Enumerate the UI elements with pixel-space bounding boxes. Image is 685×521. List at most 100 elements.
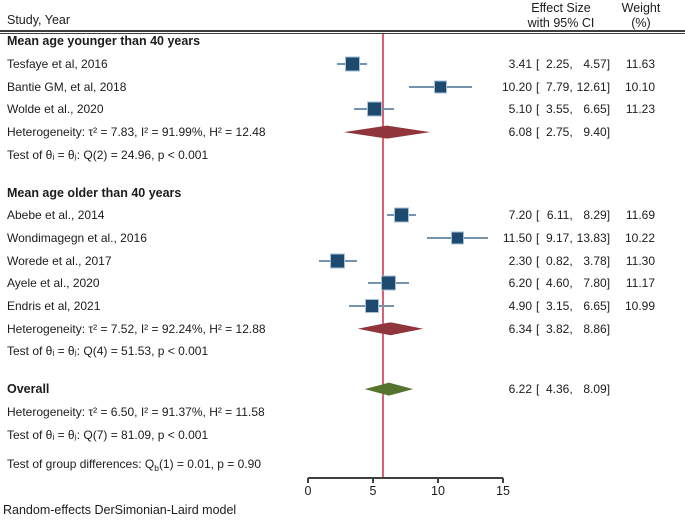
effect-marker <box>330 253 346 269</box>
study-row: Worede et al., 2017 2.30 [0.82, 3.78] 11.30 <box>0 249 685 272</box>
weight-value: 11.69 <box>625 208 655 223</box>
text-row: Heterogeneity: τ² = 6.50, I² = 91.37%, H… <box>0 401 685 424</box>
effect-estimate: 6.34 <box>508 321 532 336</box>
ci-upper: 9.40 <box>583 125 607 140</box>
bracket-close: ] <box>606 299 611 314</box>
effect-estimate: 2.30 <box>508 253 532 268</box>
ci-lower: 2.25 <box>545 57 570 72</box>
weight-value: 11.63 <box>625 57 655 72</box>
effect-marker <box>344 56 360 72</box>
comma: , <box>569 382 573 397</box>
ci-upper: 8.09 <box>583 382 607 397</box>
effect-marker <box>366 101 382 117</box>
row-label: Mean age older than 40 years <box>7 185 182 200</box>
x-tick-label: 15 <box>496 484 510 498</box>
effect-size-text: 2.30 [0.82, 3.78] <box>492 249 610 272</box>
weight-header-line2: (%) <box>631 15 651 30</box>
effect-size-text: 4.90 [3.15, 6.65] <box>492 295 610 318</box>
comma: , <box>569 102 573 117</box>
ci-lower: 4.60 <box>545 276 570 291</box>
ci-lower: 6.11 <box>546 208 570 223</box>
group-row: Mean age younger than 40 years <box>0 30 685 53</box>
maroon-summary-diamond <box>343 125 431 139</box>
model-note: Random-effects DerSimonian-Laird model <box>3 503 237 517</box>
row-label: Heterogeneity: τ² = 6.50, I² = 91.37%, H… <box>7 404 265 419</box>
text-row: Test of θᵢ = θⱼ: Q(2) = 24.96, p < 0.001 <box>0 144 685 167</box>
ci-upper: 8.29 <box>583 208 607 223</box>
effect-marker <box>451 231 464 245</box>
text-row: Test of θᵢ = θⱼ: Q(7) = 81.09, p < 0.001 <box>0 423 685 446</box>
bracket-open: [ <box>536 79 540 94</box>
row-label: Endris et al, 2021 <box>7 299 101 314</box>
header-divider-double-rule <box>0 30 685 34</box>
bracket-close: ] <box>606 321 611 336</box>
x-tick-label: 10 <box>431 484 445 498</box>
ci-upper: 6.65 <box>583 299 607 314</box>
row-label: Test of θᵢ = θⱼ: Q(4) = 51.53, p < 0.001 <box>7 344 209 359</box>
bracket-close: ] <box>606 125 611 140</box>
ci-lower: 7.79 <box>545 79 570 94</box>
comma: , <box>569 57 573 72</box>
effect-estimate: 5.10 <box>508 102 532 117</box>
effect-size-text: 6.22 [4.36, 8.09] <box>492 378 610 401</box>
weight-value: 11.17 <box>625 276 655 291</box>
x-axis-tick <box>437 478 439 483</box>
effect-size-text: 6.20 [4.60, 7.80] <box>492 272 610 295</box>
study-row: Endris et al, 2021 4.90 [3.15, 6.65] 10.99 <box>0 295 685 318</box>
row-label: Heterogeneity: τ² = 7.83, I² = 91.99%, H… <box>7 125 266 140</box>
effect-marker <box>364 299 379 314</box>
summary-row: Heterogeneity: τ² = 7.52, I² = 92.24%, H… <box>0 317 685 340</box>
weight-value: 11.23 <box>625 102 655 117</box>
summary-row: Heterogeneity: τ² = 7.83, I² = 91.99%, H… <box>0 121 685 144</box>
text-row: Test of group differences: Qb(1) = 0.01,… <box>0 454 685 477</box>
ci-upper: 8.86 <box>583 321 607 336</box>
study-row: Wondimagegn et al., 2016 11.50 [9.17, 13.83… <box>0 227 685 250</box>
row-label: Mean age younger than 40 years <box>7 34 201 49</box>
ci-upper: 4.57 <box>583 57 607 72</box>
study-row: Ayele et al., 2020 6.20 [4.60, 7.80] 11.17 <box>0 272 685 295</box>
bracket-open: [ <box>536 208 540 223</box>
effect-size-text: 3.41 [2.25, 4.57] <box>492 53 610 76</box>
weight-value: 10.10 <box>624 79 655 94</box>
x-axis-line <box>308 477 503 479</box>
bracket-close: ] <box>606 276 611 291</box>
row-label: Overall <box>7 382 50 397</box>
effect-marker <box>434 80 448 94</box>
overall-reference-line <box>382 34 385 477</box>
ci-upper: 12.61 <box>576 79 607 94</box>
effect-estimate: 10.20 <box>501 79 532 94</box>
column-header-study-year: Study, Year <box>7 13 71 27</box>
group-row: Mean age older than 40 years <box>0 181 685 204</box>
maroon-summary-diamond <box>357 322 424 336</box>
row-label: Tesfaye et al, 2016 <box>7 57 108 72</box>
summary-row: Overall 6.22 [4.36, 8.09] <box>0 378 685 401</box>
bracket-open: [ <box>536 57 540 72</box>
effect-estimate: 4.90 <box>508 299 532 314</box>
effect-estimate: 6.22 <box>508 382 532 397</box>
green-summary-diamond <box>364 382 414 396</box>
bracket-close: ] <box>606 102 611 117</box>
comma: , <box>569 276 573 291</box>
effect-marker <box>394 207 410 223</box>
x-tick-label: 5 <box>369 484 377 498</box>
text-row: Test of θᵢ = θⱼ: Q(4) = 51.53, p < 0.001 <box>0 340 685 363</box>
comma: , <box>569 299 573 314</box>
comma: , <box>569 230 573 245</box>
column-header-effect-size: Effect Size with 95% CI <box>528 1 595 30</box>
bracket-close: ] <box>606 208 611 223</box>
study-row: Tesfaye et al, 2016 3.41 [2.25, 4.57] 11.63 <box>0 53 685 76</box>
ci-lower: 2.75 <box>545 125 570 140</box>
study-row: Abebe et al., 2014 7.20 [6.11, 8.29] 11.69 <box>0 204 685 227</box>
bracket-close: ] <box>606 253 611 268</box>
ci-lower: 3.82 <box>545 321 570 336</box>
comma: , <box>569 79 573 94</box>
effect-size-text: 10.20 [7.79, 12.61] <box>492 75 610 98</box>
bracket-open: [ <box>536 299 540 314</box>
ci-upper: 3.78 <box>583 253 607 268</box>
row-label: Test of group differences: Qb(1) = 0.01,… <box>7 457 262 474</box>
ci-lower: 3.55 <box>545 102 570 117</box>
bracket-close: ] <box>606 79 611 94</box>
effect-estimate: 11.50 <box>502 230 532 245</box>
effect-estimate: 6.20 <box>508 276 532 291</box>
